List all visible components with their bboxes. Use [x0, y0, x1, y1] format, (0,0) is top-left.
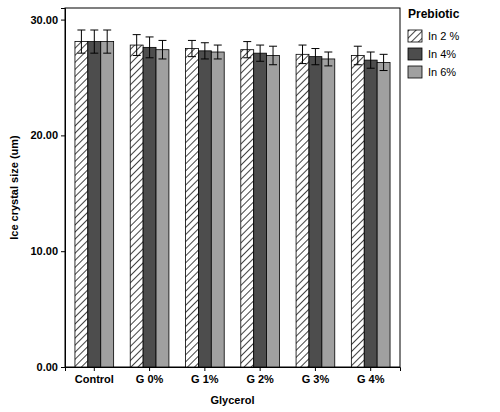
x-tick: G 0% — [136, 367, 164, 385]
bar — [143, 47, 156, 367]
error-bar — [354, 46, 362, 65]
bar — [351, 55, 364, 367]
tick-mark — [204, 367, 205, 371]
tick-mark — [149, 367, 150, 371]
tick-mark — [94, 367, 95, 371]
legend-label: In 6% — [428, 66, 456, 78]
bar — [241, 50, 254, 367]
bar — [211, 52, 224, 367]
tick-mark — [370, 367, 371, 371]
bar — [130, 45, 143, 367]
bar — [101, 42, 114, 367]
legend-swatch — [408, 30, 422, 42]
legend-title: Prebiotic — [408, 7, 460, 21]
error-bar — [201, 43, 209, 59]
error-bar — [188, 40, 196, 56]
tick-label: G 1% — [191, 373, 219, 385]
error-bar — [77, 30, 85, 53]
error-bar — [146, 37, 154, 58]
bar — [186, 49, 199, 367]
bar — [377, 62, 390, 367]
x-tick: G 2% — [246, 367, 274, 385]
y-tick: 10.00 — [30, 245, 65, 257]
error-bar — [90, 30, 98, 53]
tick-label: G 2% — [246, 373, 274, 385]
error-bar — [324, 52, 332, 66]
tick-mark — [61, 135, 65, 136]
series — [101, 30, 390, 367]
x-axis-title: Glycerol — [210, 394, 254, 406]
error-bar — [214, 45, 222, 59]
error-bar — [269, 46, 277, 65]
error-bar — [380, 54, 388, 70]
axis-line — [66, 368, 401, 372]
tick-label: 0.00 — [37, 361, 58, 373]
tick-label: G 3% — [302, 373, 330, 385]
bar — [254, 53, 267, 367]
tick-label: G 0% — [136, 373, 164, 385]
legend-label: In 4% — [428, 48, 456, 60]
legend: Prebiotic In 2 % In 4% In 6% — [408, 7, 460, 78]
tick-label: G 4% — [357, 373, 385, 385]
legend-swatch — [408, 48, 422, 60]
tick-label: Control — [75, 373, 114, 385]
legend-label: In 2 % — [428, 30, 459, 42]
bar — [156, 50, 169, 367]
series — [75, 30, 364, 367]
bar — [267, 55, 280, 367]
x-tick: G 3% — [302, 367, 330, 385]
error-bar — [311, 49, 319, 65]
axis-line — [61, 9, 66, 368]
bar — [364, 60, 377, 367]
plot-frame — [65, 8, 400, 367]
bar — [309, 57, 322, 367]
y-tick: 30.00 — [30, 14, 65, 26]
x-tick: Control — [75, 367, 114, 385]
bars — [75, 30, 390, 367]
legend-swatch — [408, 66, 422, 78]
tick-label: 30.00 — [30, 14, 58, 26]
error-bar — [367, 52, 375, 68]
error-bar — [243, 42, 251, 58]
tick-mark — [61, 251, 65, 252]
error-bar — [103, 30, 111, 53]
tick-label: 10.00 — [30, 245, 58, 257]
error-bar — [133, 35, 141, 56]
tick-mark — [260, 367, 261, 371]
series — [88, 30, 377, 367]
bar — [75, 42, 88, 367]
bar — [198, 51, 211, 367]
error-bar — [158, 40, 166, 59]
x-tick: G 1% — [191, 367, 219, 385]
tick-mark — [61, 20, 65, 21]
error-bar — [299, 45, 307, 64]
x-tick: G 4% — [357, 367, 385, 385]
chart: 0.00 10.00 20.00 30.00 Control G 0% G 1% G 2% G … — [0, 0, 500, 412]
bar — [296, 54, 309, 367]
tick-mark — [61, 367, 65, 368]
y-tick: 0.00 — [37, 361, 65, 373]
bar — [322, 59, 335, 367]
y-tick: 20.00 — [30, 129, 65, 141]
plot: 0.00 10.00 20.00 30.00 Control G 0% G 1% G 2% G … — [30, 8, 400, 385]
error-bar — [256, 45, 264, 61]
y-axis: 0.00 10.00 20.00 30.00 — [30, 9, 65, 374]
tick-mark — [315, 367, 316, 371]
bar — [88, 42, 101, 367]
tick-label: 20.00 — [30, 129, 58, 141]
y-axis-title: Ice crystal size (um) — [8, 135, 20, 240]
x-axis: Control G 0% G 1% G 2% G 3% G 4% — [66, 367, 401, 385]
